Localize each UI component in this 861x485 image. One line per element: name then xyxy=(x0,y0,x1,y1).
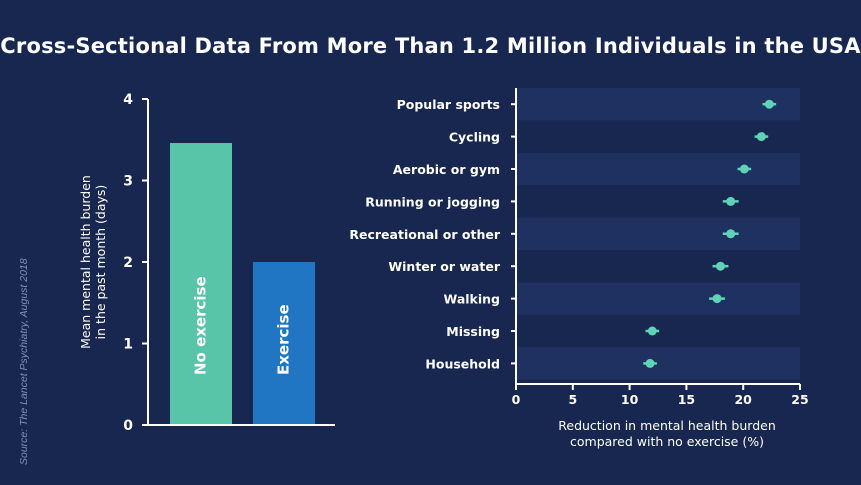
data-point xyxy=(645,358,655,368)
row-band xyxy=(516,282,800,315)
y-tick-label: 3 xyxy=(123,174,133,190)
bar-label: No exercise xyxy=(192,276,210,375)
x-tick-label: 5 xyxy=(568,392,577,407)
bar-label: Exercise xyxy=(275,304,293,375)
x-tick-label: 0 xyxy=(512,392,521,407)
data-point xyxy=(726,196,736,206)
data-point xyxy=(764,99,774,109)
category-label: Household xyxy=(425,356,500,371)
bar-exercise xyxy=(253,262,315,425)
data-point xyxy=(712,294,722,304)
category-label: Winter or water xyxy=(388,259,500,274)
y-tick-label: 2 xyxy=(123,255,133,271)
y-axis-title: Mean mental health burdenin the past mon… xyxy=(78,175,108,349)
y-tick-label: 0 xyxy=(123,418,133,434)
y-tick-label: 1 xyxy=(123,337,133,353)
x-tick-label: 10 xyxy=(621,392,639,407)
row-band xyxy=(516,88,800,121)
category-label: Recreational or other xyxy=(349,227,500,242)
row-band xyxy=(516,347,800,380)
data-point xyxy=(647,326,657,336)
data-point xyxy=(739,164,749,174)
category-label: Aerobic or gym xyxy=(393,162,500,177)
y-tick-label: 4 xyxy=(123,92,133,108)
x-axis-title: Reduction in mental health burden compare… xyxy=(558,418,776,449)
x-tick-label: 25 xyxy=(791,392,808,407)
category-label: Cycling xyxy=(449,130,500,145)
bar-no-exercise xyxy=(170,143,232,425)
row-band xyxy=(516,217,800,250)
category-label: Popular sports xyxy=(397,97,500,112)
data-point xyxy=(715,261,725,271)
x-tick-label: 20 xyxy=(734,392,752,407)
category-label: Walking xyxy=(443,292,500,307)
category-label: Running or jogging xyxy=(365,194,500,209)
data-point xyxy=(756,132,766,142)
category-label: Missing xyxy=(446,324,500,339)
row-band xyxy=(516,152,800,186)
chart-title: Cross-Sectional Data From More Than 1.2 … xyxy=(0,34,861,58)
data-point xyxy=(726,229,736,239)
x-tick-label: 15 xyxy=(678,392,695,407)
